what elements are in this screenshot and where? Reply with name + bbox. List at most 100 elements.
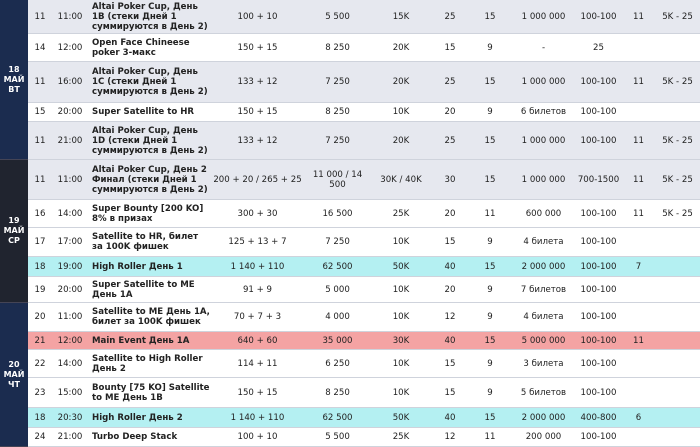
day-label-line: 18 <box>8 64 20 74</box>
time-cell: 14:00 <box>57 208 83 219</box>
prize-cell: 4 билета <box>523 237 564 247</box>
prize-cell: 1 000 000 <box>521 77 566 87</box>
time-cell: 21:00 <box>57 432 83 442</box>
time-cell: 19:00 <box>57 261 83 272</box>
day-label-line: СР <box>8 236 20 245</box>
minutes-cell: 9 <box>487 107 493 117</box>
levels-cell: 20 <box>444 107 456 117</box>
minutes-cell: 9 <box>487 358 493 369</box>
event-cell: Super Bounty [200 KO] 8% в призах <box>92 203 204 224</box>
day-label: 20 МАЙ ЧТ <box>0 303 28 447</box>
id-cell: 11 <box>34 135 46 146</box>
day-label: 18 МАЙ ВТ <box>0 0 28 160</box>
chips-cell: 10K <box>392 358 410 369</box>
buy-in-cell: 640 + 60 <box>237 335 278 346</box>
time-cell: 20:30 <box>57 412 83 423</box>
id-cell: 15 <box>34 107 46 117</box>
chips-cell: 10K <box>392 312 410 322</box>
chips-cell: 10K <box>392 387 410 398</box>
time-cell: 11:00 <box>57 174 83 185</box>
day-label: 19 МАЙ СР <box>0 160 28 303</box>
table-row: 17 17:00 Satellite to HR, билет за 100K фи… <box>28 228 700 257</box>
event-cell: Satellite to High Roller День 2 <box>92 353 203 374</box>
blinds-cell: 25 <box>593 42 604 53</box>
blinds-cell: 100-100 <box>580 387 617 398</box>
minutes-cell: 11 <box>484 432 496 442</box>
blinds-cell: 100-100 <box>580 11 617 22</box>
time-cell: 21:00 <box>57 135 83 146</box>
minutes-cell: 15 <box>484 335 496 346</box>
event-cell: Turbo Deep Stack <box>92 432 178 442</box>
id-cell: 24 <box>34 432 46 442</box>
minutes-cell: 11 <box>484 208 496 219</box>
late-cell: 11 <box>633 11 644 22</box>
table-row: 20 11:00 Satellite to ME День 1А, билет за… <box>28 303 700 332</box>
chips-cell: 20K <box>392 135 410 146</box>
prize-cell: 2 000 000 <box>521 412 566 423</box>
stack-cell: 62 500 <box>322 412 353 423</box>
minutes-cell: 9 <box>487 42 493 53</box>
stack-cell: 6 250 <box>325 358 350 369</box>
levels-cell: 40 <box>444 261 456 272</box>
event-cell: Main Event День 1А <box>92 335 190 346</box>
stack-cell: 11 000 / 14 500 <box>312 169 363 190</box>
chips-cell: 50K <box>392 261 410 272</box>
prize-cell: 200 000 <box>525 432 562 442</box>
table-row: 18 20:30 High Roller День 2 1 140 + 110 62 5… <box>28 408 700 428</box>
stack-cell: 16 500 <box>322 208 353 219</box>
blinds-cell: 100-100 <box>580 312 617 322</box>
event-cell: Super Satellite to ME День 1А <box>92 279 195 300</box>
rebuy-cell: 5K - 25 <box>662 135 693 146</box>
table-row: 14 12:00 Open Face Chineese poker 3-макс 15… <box>28 34 700 62</box>
minutes-cell: 15 <box>484 412 496 423</box>
time-cell: 11:00 <box>57 11 83 22</box>
table-row: 11 16:00 Altai Poker Cup, День 1С (стеки Д… <box>28 62 700 103</box>
levels-cell: 12 <box>444 312 456 322</box>
chips-cell: 25K <box>392 208 410 219</box>
table-row: 11 11:00 Altai Poker Cup, День 2 Финал (ст… <box>28 160 700 200</box>
prize-cell: 4 билета <box>523 312 564 322</box>
time-cell: 11:00 <box>57 312 83 322</box>
minutes-cell: 15 <box>484 11 496 22</box>
blinds-cell: 100-100 <box>580 261 617 272</box>
chips-cell: 50K <box>392 412 410 423</box>
minutes-cell: 15 <box>484 135 496 146</box>
stack-cell: 5 500 <box>325 432 350 442</box>
buy-in-cell: 1 140 + 110 <box>230 261 285 272</box>
event-cell: Super Satellite to HR <box>92 107 195 117</box>
late-cell: 11 <box>633 174 644 185</box>
prize-cell: 5 000 000 <box>521 335 566 346</box>
table-row: 11 11:00 Altai Poker Cup, День 1В (стеки Д… <box>28 0 700 34</box>
prize-cell: 2 000 000 <box>521 261 566 272</box>
prize-cell: 1 000 000 <box>521 11 566 22</box>
prize-cell: 1 000 000 <box>521 135 566 146</box>
blinds-cell: 100-100 <box>580 77 617 87</box>
id-cell: 21 <box>34 335 46 346</box>
late-cell: 7 <box>635 261 642 272</box>
late-cell: 11 <box>633 335 644 346</box>
buy-in-cell: 150 + 15 <box>237 107 278 117</box>
table-row: 23 15:00 Bounty [75 KO] Satellite to ME Де… <box>28 378 700 408</box>
event-cell: Bounty [75 KO] Satellite to ME День 1В <box>92 382 210 403</box>
prize-cell: 5 билетов <box>520 387 567 398</box>
buy-in-cell: 150 + 15 <box>237 42 278 53</box>
table-row: 11 21:00 Altai Poker Cup, День 1D (стеки Д… <box>28 122 700 160</box>
event-cell: Altai Poker Cup, День 1С (стеки Дней 1 с… <box>92 67 208 97</box>
event-cell: Satellite to ME День 1А, билет за 100K ф… <box>92 307 210 327</box>
time-cell: 14:00 <box>57 358 83 369</box>
stack-cell: 8 250 <box>325 107 350 117</box>
stack-cell: 8 250 <box>325 387 350 398</box>
table-row: 19 20:00 Super Satellite to ME День 1А 91 +… <box>28 277 700 303</box>
day-label-line: МАЙ <box>3 369 25 379</box>
buy-in-cell: 1 140 + 110 <box>230 412 285 423</box>
stack-cell: 5 500 <box>325 11 350 22</box>
time-cell: 20:00 <box>57 107 83 117</box>
prize-cell: 6 билетов <box>520 107 567 117</box>
late-cell: 11 <box>633 208 644 219</box>
day-label-line: 19 <box>8 216 20 225</box>
buy-in-cell: 300 + 30 <box>237 208 278 219</box>
levels-cell: 15 <box>444 237 456 247</box>
levels-cell: 25 <box>444 135 456 146</box>
minutes-cell: 9 <box>487 284 493 295</box>
rebuy-cell: 5K - 25 <box>662 174 693 185</box>
